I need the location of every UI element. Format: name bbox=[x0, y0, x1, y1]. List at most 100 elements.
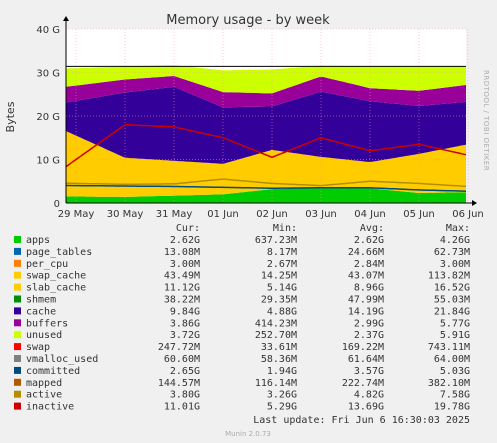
legend-avg-buffers: 2.99G bbox=[354, 318, 384, 329]
legend-name-active: active bbox=[26, 390, 62, 401]
legend-max-page_tables: 62.73M bbox=[434, 247, 470, 258]
legend-avg-shmem: 47.99M bbox=[348, 295, 384, 306]
area-buffers bbox=[66, 76, 466, 108]
y-tick-labels: 0 10 G 20 G 30 G 40 G bbox=[36, 25, 60, 210]
legend-min-per_cpu: 2.67M bbox=[267, 259, 297, 270]
legend-min-inactive: 5.29G bbox=[267, 402, 297, 413]
area-cache bbox=[66, 86, 466, 164]
x-axis-arrow bbox=[472, 200, 477, 206]
legend-cur-shmem: 38.22M bbox=[164, 295, 200, 306]
legend-swatch-mapped bbox=[14, 378, 21, 386]
y-tick-label: 40 G bbox=[36, 25, 60, 36]
area-slab_cache bbox=[66, 131, 466, 197]
legend-cur-mapped: 144.57M bbox=[158, 378, 200, 389]
area-apps bbox=[66, 187, 466, 203]
legend-name-slab_cache: slab_cache bbox=[26, 283, 86, 294]
legend-avg-vmalloc_used: 61.64M bbox=[348, 354, 384, 365]
line-inactive bbox=[65, 123, 467, 168]
y-axis-arrow bbox=[63, 16, 69, 21]
legend-min-apps: 637.23M bbox=[255, 235, 297, 246]
legend-min-swap_cache: 14.25M bbox=[261, 271, 297, 282]
y-tick-label: 20 G bbox=[36, 112, 60, 123]
line-active bbox=[65, 178, 467, 188]
legend-avg-cache: 14.19G bbox=[348, 306, 384, 317]
munin-version: Munin 2.0.73 bbox=[225, 430, 271, 438]
legend-max-per_cpu: 3.00M bbox=[440, 259, 470, 270]
legend-swatch-buffers bbox=[14, 319, 21, 327]
legend-name-swap_cache: swap_cache bbox=[26, 271, 86, 282]
legend-cur-swap: 247.72M bbox=[158, 342, 200, 353]
legend-cur-active: 3.80G bbox=[170, 390, 200, 401]
legend-max-inactive: 19.78G bbox=[434, 402, 470, 413]
legend-cur-apps: 2.62G bbox=[170, 235, 200, 246]
legend-swatch-swap_cache bbox=[14, 271, 21, 279]
legend-cur-cache: 9.84G bbox=[170, 306, 200, 317]
legend-avg-slab_cache: 8.96G bbox=[354, 283, 384, 294]
legend-min-swap: 33.61M bbox=[261, 342, 297, 353]
x-tick-label: 04 Jun bbox=[354, 209, 386, 220]
legend-max-vmalloc_used: 64.00M bbox=[434, 354, 470, 365]
x-tick-label: 30 May bbox=[107, 209, 144, 220]
legend-avg-mapped: 222.74M bbox=[342, 378, 384, 389]
legend-max-swap: 743.11M bbox=[428, 342, 470, 353]
last-update: Last update: Fri Jun 6 16:30:03 2025 bbox=[253, 415, 470, 426]
y-tick-label: 30 G bbox=[36, 69, 60, 80]
legend-swatch-apps bbox=[14, 236, 21, 243]
legend-swatch-unused bbox=[14, 331, 21, 339]
rrdtool-credit: RRDTOOL / TOBI OETIKER bbox=[482, 70, 490, 171]
legend-min-shmem: 29.35M bbox=[261, 295, 297, 306]
y-tick-label: 10 G bbox=[36, 156, 60, 167]
legend-cur-buffers: 3.86G bbox=[170, 318, 200, 329]
legend-cur-page_tables: 13.08M bbox=[164, 247, 200, 258]
x-tick-label: 01 Jun bbox=[207, 209, 239, 220]
legend-max-apps: 4.26G bbox=[440, 235, 470, 246]
legend-name-mapped: mapped bbox=[26, 378, 62, 389]
legend-header-cur: Cur: bbox=[176, 223, 200, 234]
legend-cur-vmalloc_used: 60.60M bbox=[164, 354, 200, 365]
legend-min-cache: 4.88G bbox=[267, 306, 297, 317]
legend-swatch-cache bbox=[14, 307, 21, 315]
legend-avg-swap: 169.22M bbox=[342, 342, 384, 353]
legend-swatch-inactive bbox=[14, 402, 21, 410]
chart-title: Memory usage - by week bbox=[166, 13, 330, 28]
legend-max-committed: 5.03G bbox=[440, 366, 470, 377]
legend-header-avg: Avg: bbox=[360, 223, 384, 234]
y-tick-label: 0 bbox=[54, 199, 60, 210]
legend-min-mapped: 116.14M bbox=[255, 378, 297, 389]
line-committed bbox=[66, 184, 467, 192]
legend-avg-per_cpu: 2.84M bbox=[354, 259, 384, 270]
legend-avg-swap_cache: 43.07M bbox=[348, 271, 384, 282]
legend-name-vmalloc_used: vmalloc_used bbox=[26, 354, 98, 365]
legend-swatch-shmem bbox=[14, 295, 21, 303]
legend-min-buffers: 414.23M bbox=[255, 318, 297, 329]
legend-swatch-vmalloc_used bbox=[14, 355, 21, 362]
legend-name-per_cpu: per_cpu bbox=[26, 259, 68, 270]
legend-min-unused: 252.70M bbox=[255, 330, 297, 341]
legend-min-active: 3.26G bbox=[267, 390, 297, 401]
legend-avg-apps: 2.62G bbox=[354, 235, 384, 246]
axes bbox=[63, 16, 477, 206]
legend-name-buffers: buffers bbox=[26, 318, 68, 329]
line-series bbox=[65, 123, 467, 192]
legend-max-buffers: 5.77G bbox=[440, 318, 470, 329]
legend: Cur: Min: Avg: Max: apps 2.62G 637.23M 2.62G 4.2… bbox=[14, 223, 470, 413]
legend-max-swap_cache: 113.82M bbox=[428, 271, 470, 282]
legend-swatch-committed bbox=[14, 366, 21, 374]
legend-avg-committed: 3.57G bbox=[354, 366, 384, 377]
legend-cur-swap_cache: 43.49M bbox=[164, 271, 200, 282]
legend-name-committed: committed bbox=[26, 366, 80, 377]
legend-name-shmem: shmem bbox=[26, 295, 56, 306]
x-tick-label: 29 May bbox=[58, 209, 95, 220]
legend-max-unused: 5.91G bbox=[440, 330, 470, 341]
legend-header-max: Max: bbox=[446, 223, 470, 234]
legend-max-mapped: 382.10M bbox=[428, 378, 470, 389]
legend-cur-per_cpu: 3.00M bbox=[170, 259, 200, 270]
legend-avg-unused: 2.37G bbox=[354, 330, 384, 341]
legend-max-active: 7.58G bbox=[440, 390, 470, 401]
legend-cur-slab_cache: 11.12G bbox=[164, 283, 200, 294]
legend-avg-inactive: 13.69G bbox=[348, 402, 384, 413]
legend-swatch-page_tables bbox=[14, 247, 21, 255]
legend-max-cache: 21.84G bbox=[434, 306, 470, 317]
x-tick-label: 06 Jun bbox=[452, 209, 484, 220]
